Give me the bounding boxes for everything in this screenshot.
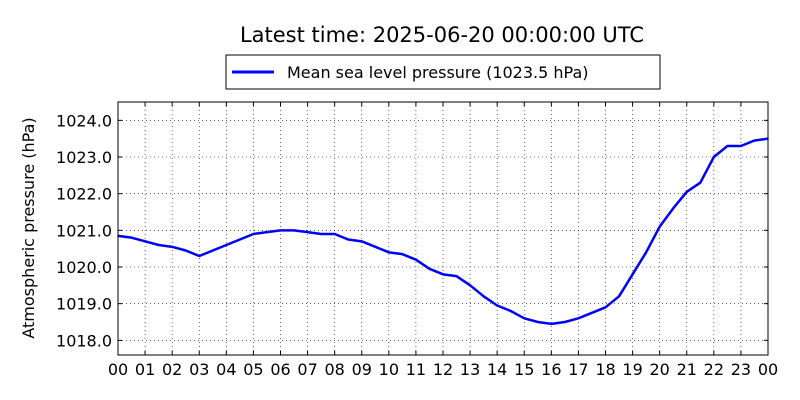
y-tick-label: 1018.0 [56, 331, 112, 350]
data-point [239, 238, 241, 241]
data-point [523, 317, 526, 320]
x-tick-label: 15 [514, 360, 534, 379]
data-point [171, 246, 173, 248]
data-point [482, 295, 485, 298]
x-tick-label: 18 [595, 360, 615, 379]
data-point [360, 240, 363, 243]
data-point [293, 229, 295, 232]
data-point [509, 310, 512, 312]
y-axis-label: Atmospheric pressure (hPa) [19, 117, 38, 338]
data-point [252, 233, 255, 235]
data-point [550, 323, 553, 325]
data-point [347, 238, 350, 241]
x-tick-label: 17 [568, 360, 588, 379]
data-point [211, 249, 214, 252]
y-tick-label: 1022.0 [56, 185, 112, 204]
x-tick-label: 22 [704, 360, 724, 379]
x-tick-label: 00 [758, 360, 778, 379]
data-point [388, 251, 390, 254]
y-tick-label: 1020.0 [56, 258, 112, 277]
x-tick-labels: 00 01 02 03 04 05 06 07 08 09 10 11 12 13 14 15 16 17 18 19… [108, 360, 778, 379]
x-tick-label: 01 [135, 360, 155, 379]
y-tick-label: 1024.0 [56, 111, 112, 130]
data-point [198, 255, 201, 257]
data-point [130, 236, 133, 239]
x-tick-label: 21 [677, 360, 697, 379]
x-tick-label: 08 [324, 360, 344, 379]
y-tick-label: 1021.0 [56, 221, 112, 240]
x-tick-label: 00 [108, 360, 128, 379]
data-point [157, 244, 160, 246]
data-point [631, 273, 634, 276]
data-point [713, 156, 715, 158]
x-tick-label: 12 [433, 360, 453, 379]
plot-frame [117, 101, 769, 356]
data-point [618, 295, 620, 298]
data-point [536, 321, 539, 323]
legend-label: Mean sea level pressure (1023.5 hPa) [287, 63, 589, 82]
x-tick-label: 03 [189, 360, 209, 379]
data-point [672, 207, 675, 210]
data-point [455, 275, 458, 277]
data-point [577, 317, 580, 320]
data-point [306, 231, 309, 233]
data-point [320, 233, 322, 235]
data-point [564, 321, 566, 323]
data-point [415, 258, 417, 261]
data-point [333, 233, 336, 235]
x-tick-label: 05 [243, 360, 263, 379]
data-point [685, 191, 688, 193]
data-point [184, 249, 187, 252]
data-point [279, 229, 282, 232]
data-point [658, 225, 661, 228]
x-tick-label: 07 [297, 360, 317, 379]
data-point [726, 145, 729, 147]
y-tick-label: 1023.0 [56, 148, 112, 167]
data-point [401, 253, 404, 255]
data-point [469, 284, 471, 287]
data-point [645, 251, 647, 254]
axis-ticks [117, 102, 769, 355]
data-point [496, 304, 498, 307]
x-tick-label: 06 [270, 360, 290, 379]
series-group [117, 137, 769, 326]
x-tick-label: 09 [352, 360, 372, 379]
data-point [428, 268, 431, 270]
data-point [144, 240, 146, 243]
y-tick-labels: 1018.0 1019.0 1020.0 1021.0 1022.0 1023.0 1024… [56, 111, 112, 350]
x-tick-label: 10 [379, 360, 399, 379]
x-tick-label: 04 [216, 360, 236, 379]
data-point [753, 139, 756, 142]
x-tick-label: 19 [622, 360, 642, 379]
x-tick-label: 02 [162, 360, 182, 379]
data-point [604, 306, 607, 309]
x-tick-label: 14 [487, 360, 507, 379]
x-tick-label: 23 [731, 360, 751, 379]
x-tick-label: 16 [541, 360, 561, 379]
data-point [740, 145, 742, 147]
grid [118, 102, 768, 355]
chart-title: Latest time: 2025-06-20 00:00:00 UTC [240, 23, 644, 47]
y-tick-label: 1019.0 [56, 295, 112, 314]
legend-box [225, 54, 661, 90]
data-point [442, 273, 444, 276]
data-point [591, 312, 593, 314]
data-point [225, 244, 228, 246]
x-tick-label: 20 [649, 360, 669, 379]
data-point [374, 246, 377, 248]
x-tick-label: 13 [460, 360, 480, 379]
legend: Mean sea level pressure (1023.5 hPa) [225, 54, 661, 90]
data-point [699, 181, 702, 184]
data-point [266, 231, 268, 233]
x-tick-label: 11 [406, 360, 426, 379]
